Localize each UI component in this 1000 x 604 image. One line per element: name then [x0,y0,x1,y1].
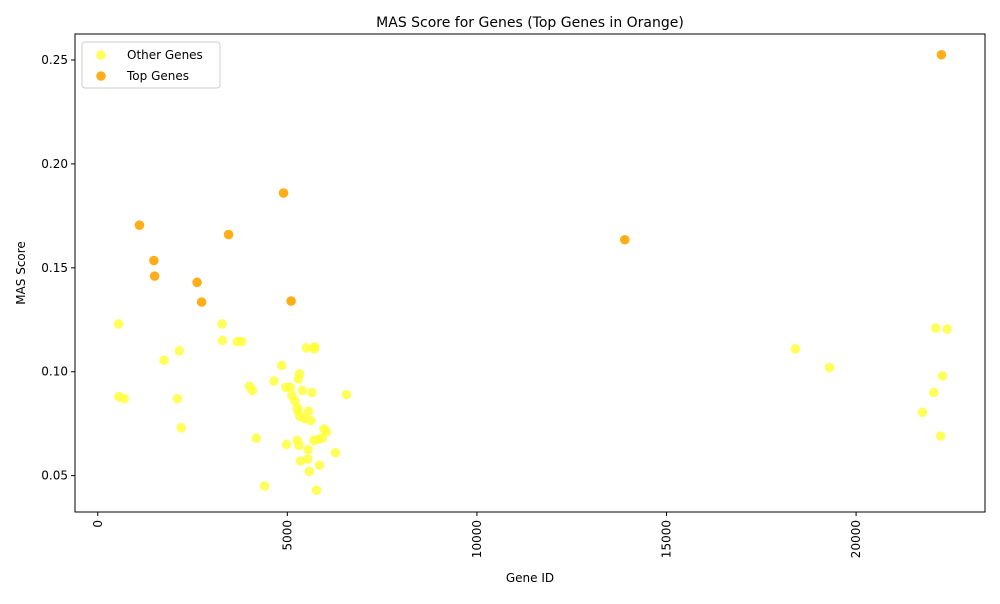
other-genes-point-56 [937,371,948,381]
other-genes-point-7 [217,319,227,329]
x-tick-label: 15000 [660,520,674,558]
other-genes-point-42 [311,485,322,495]
top-genes-point-9 [936,49,947,60]
legend-marker-other-genes [96,50,106,60]
other-genes-point-30 [297,385,308,396]
other-genes-point-14 [259,481,270,491]
other-genes-point-54 [930,323,941,333]
other-genes-point-0 [113,319,124,329]
other-genes-point-27 [294,369,305,379]
other-genes-point-48 [330,447,341,458]
other-genes-point-49 [341,389,352,400]
y-tick-label: 0.20 [41,157,68,171]
top-genes-point-4 [196,297,207,307]
other-genes-point-12 [247,385,258,396]
legend: Other Genes Top Genes [81,41,221,89]
top-genes-point-1 [149,255,159,266]
other-genes-point-26 [294,440,304,451]
other-genes-point-13 [251,433,262,444]
top-genes-point-5 [223,229,234,240]
other-genes-point-10 [237,336,247,347]
legend-marker-top-genes [96,71,106,81]
other-genes-point-3 [159,355,169,366]
other-genes-point-16 [276,360,287,371]
other-genes-point-4 [172,393,183,404]
top-genes-point-6 [278,188,289,198]
other-genes-point-55 [935,431,946,441]
y-tick-label: 0.05 [41,469,68,483]
x-tick-label: 0 [91,520,105,528]
y-tick-label: 0.10 [41,365,68,379]
other-genes-point-37 [306,415,316,426]
y-axis: 0.05 0.10 0.15 0.20 0.25 [41,53,75,483]
legend-box [81,41,221,89]
other-genes-point-34 [303,444,313,455]
other-genes-point-41 [309,341,320,352]
other-genes-point-6 [176,423,186,433]
other-genes-point-15 [269,376,279,386]
top-genes-point-0 [134,220,145,230]
other-genes-point-52 [917,407,928,418]
other-genes-point-50 [790,344,801,354]
other-genes-point-53 [929,387,939,398]
other-genes-point-33 [303,454,313,464]
x-tick-label: 20000 [849,520,863,558]
x-tick-label: 10000 [470,520,484,558]
top-genes-point-3 [192,277,202,288]
other-genes-point-18 [281,439,292,450]
y-axis-label: MAS Score [14,241,28,305]
other-genes-point-5 [174,346,185,356]
other-genes-point-2 [119,393,130,404]
top-genes-point-2 [149,271,160,281]
y-tick-label: 0.25 [41,53,68,67]
top-genes-point-7 [286,296,296,306]
other-genes-point-21 [290,396,300,406]
x-tick-label: 5000 [280,520,294,551]
x-axis-label: Gene ID [506,571,554,585]
other-genes-point-32 [301,343,312,353]
points-layer [113,49,952,495]
other-genes-point-36 [304,466,315,477]
y-tick-label: 0.15 [41,261,68,275]
other-genes-point-47 [321,427,332,437]
legend-label-other-genes: Other Genes [127,48,203,62]
x-axis: 0 5000 10000 15000 20000 [91,512,863,558]
legend-label-top-genes: Top Genes [126,69,189,83]
other-genes-point-44 [314,460,325,471]
other-genes-point-35 [303,406,314,417]
plot-area-frame [74,33,986,513]
other-genes-point-19 [285,382,296,393]
other-genes-point-8 [217,335,228,346]
other-genes-point-57 [942,324,952,334]
chart-title: MAS Score for Genes (Top Genes in Orange… [376,15,684,31]
other-genes-point-29 [295,456,306,466]
other-genes-point-38 [307,387,317,398]
other-genes-point-51 [824,362,835,373]
top-genes-point-8 [619,234,630,245]
